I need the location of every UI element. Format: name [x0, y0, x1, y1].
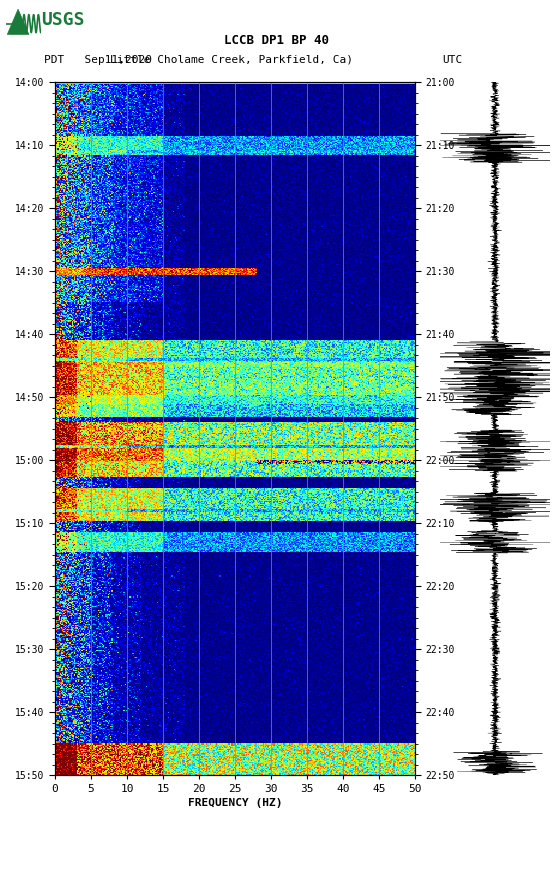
Text: PDT   Sep11,2020: PDT Sep11,2020 [44, 55, 152, 65]
Text: Little Cholame Creek, Parkfield, Ca): Little Cholame Creek, Parkfield, Ca) [110, 55, 353, 65]
Polygon shape [7, 9, 29, 35]
Text: LCCB DP1 BP 40: LCCB DP1 BP 40 [224, 34, 328, 46]
Text: UTC: UTC [443, 55, 463, 65]
Text: USGS: USGS [41, 11, 85, 29]
X-axis label: FREQUENCY (HZ): FREQUENCY (HZ) [188, 798, 282, 808]
